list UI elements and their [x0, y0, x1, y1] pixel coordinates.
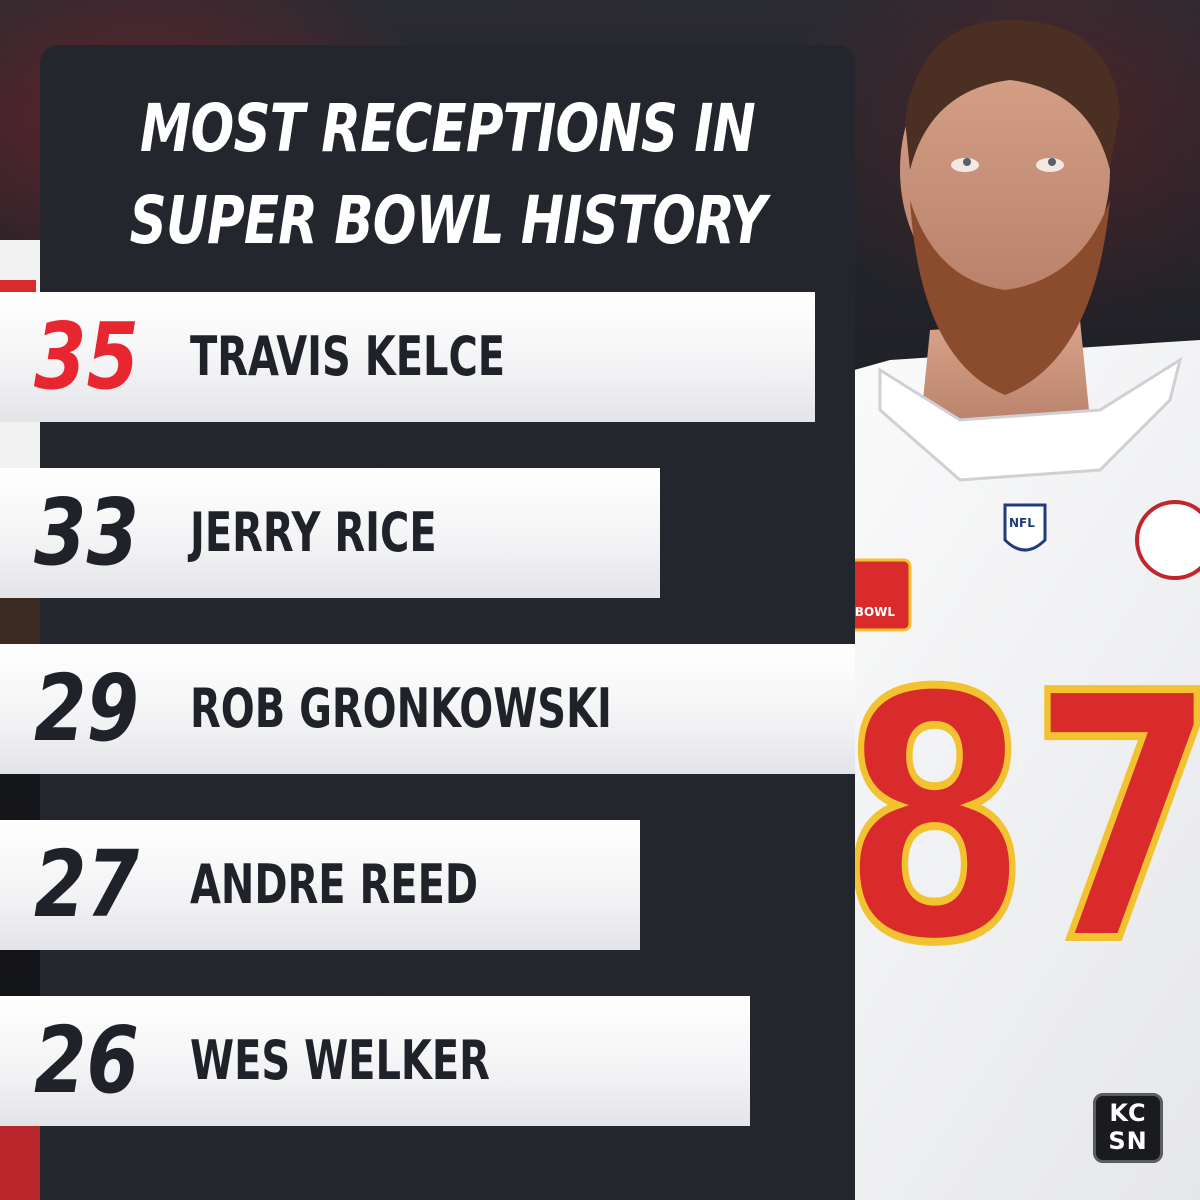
leaderboard-row: 35 TRAVIS KELCE — [0, 292, 815, 422]
jersey-number: 87 — [837, 622, 1200, 1018]
nfl-logo: NFL — [1009, 516, 1035, 530]
player-name: WES WELKER — [190, 1029, 490, 1092]
title-line-2: SUPER BOWL HISTORY — [129, 182, 767, 259]
rank-value: 27 — [34, 831, 139, 938]
leaderboard-row: 26 WES WELKER — [0, 996, 750, 1126]
logo-line-2: SN — [1108, 1127, 1148, 1155]
rank-value: 35 — [34, 303, 139, 410]
rank-value: 29 — [34, 655, 139, 762]
kcsn-logo: KC SN — [1093, 1093, 1163, 1163]
page-title: MOST RECEPTIONS IN SUPER BOWL HISTORY — [129, 83, 767, 267]
player-name: JERRY RICE — [190, 501, 437, 564]
title-line-1: MOST RECEPTIONS IN — [140, 90, 756, 167]
leaderboard-row: 29 ROB GRONKOWSKI — [0, 644, 855, 774]
player-name: TRAVIS KELCE — [190, 325, 506, 388]
leaderboard-row: 33 JERRY RICE — [0, 468, 660, 598]
logo-line-1: KC — [1109, 1099, 1147, 1127]
leaderboard-row: 27 ANDRE REED — [0, 820, 640, 950]
player-name: ROB GRONKOWSKI — [190, 677, 612, 740]
player-name: ANDRE REED — [190, 853, 479, 916]
rank-value: 26 — [34, 1007, 139, 1114]
rank-value: 33 — [34, 479, 139, 586]
